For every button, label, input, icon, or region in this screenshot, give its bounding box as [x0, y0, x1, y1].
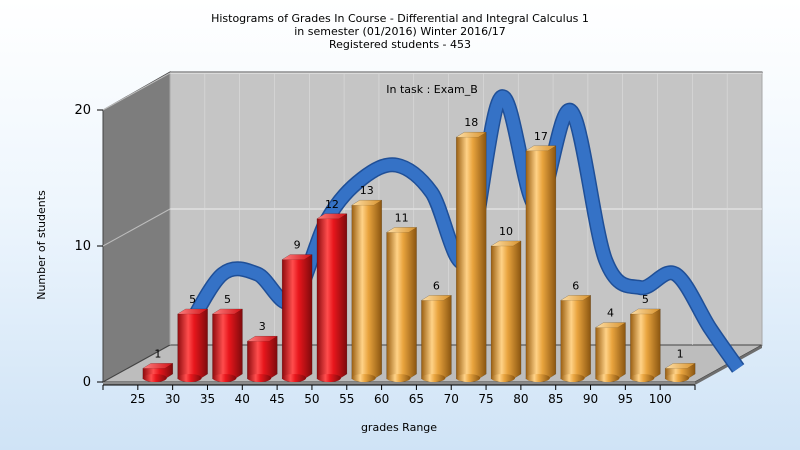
bar-40: [246, 335, 279, 382]
value-label: 9: [294, 239, 301, 252]
y-tick-label: 20: [74, 103, 91, 118]
bar-85: [559, 295, 592, 382]
chart-title-line-1: Histograms of Grades In Course - Differe…: [211, 12, 589, 25]
y-axis-title: Number of students: [35, 190, 48, 300]
x-axis: 25 30 35 40 45 50 55 60 65 70 75 80 85 90 95 100: [102, 384, 696, 406]
value-label: 5: [642, 293, 649, 306]
bar-90: [594, 322, 627, 382]
value-label: 1: [677, 347, 684, 360]
y-axis: 0 10 20: [74, 103, 103, 390]
value-label: 18: [464, 116, 478, 129]
bar-30: [176, 308, 209, 382]
chart-titles: Histograms of Grades In Course - Differe…: [211, 12, 589, 51]
x-tick-label: 65: [409, 392, 424, 406]
bar-70: [455, 131, 488, 382]
x-tick-label: 60: [374, 392, 389, 406]
bar-65: [420, 295, 453, 382]
bar-55: [350, 199, 383, 382]
value-label: 4: [607, 307, 614, 320]
value-label: 5: [189, 293, 196, 306]
value-label: 6: [572, 279, 579, 292]
value-label: 1: [154, 347, 161, 360]
bars: [141, 131, 697, 382]
bar-45: [281, 254, 313, 382]
x-tick-label: 55: [339, 392, 354, 406]
value-label: 3: [259, 320, 266, 333]
x-tick-label: 100: [649, 392, 672, 406]
value-label: 11: [395, 211, 409, 224]
bar-80: [525, 145, 557, 382]
x-tick-label: 25: [130, 392, 145, 406]
x-tick-label: 85: [548, 392, 563, 406]
y-tick-label: 10: [74, 239, 91, 254]
grid-line-wall: [102, 72, 171, 111]
value-label: 5: [224, 293, 231, 306]
x-axis-title: grades Range: [361, 421, 437, 434]
value-label: 13: [360, 184, 374, 197]
x-tick-label: 45: [269, 392, 284, 406]
bar-100: [664, 363, 697, 382]
x-tick-label: 35: [200, 392, 215, 406]
bar-75: [490, 240, 522, 382]
x-tick-label: 40: [235, 392, 250, 406]
in-task-label: In task : Exam_B: [386, 83, 478, 96]
value-labels: 1 5 5 3 9 12 13 11 6 18 10 17 6 4 5 1: [154, 116, 683, 360]
x-tick-label: 95: [618, 392, 633, 406]
chart-title-line-2: in semester (01/2016) Winter 2016/17: [294, 25, 506, 38]
floor-front-edge: [103, 382, 695, 385]
x-tick-label: 70: [444, 392, 459, 406]
value-label: 12: [325, 198, 339, 211]
chart-title-line-3: Registered students - 453: [329, 38, 471, 51]
grid-line-wall: [102, 208, 171, 247]
y-tick-label: 0: [83, 375, 91, 390]
bar-95: [629, 308, 662, 382]
x-tick-label: 90: [583, 392, 598, 406]
x-tick-label: 80: [513, 392, 528, 406]
x-tick-label: 75: [478, 392, 493, 406]
value-label: 6: [433, 279, 440, 292]
value-label: 17: [534, 130, 548, 143]
value-label: 10: [499, 225, 513, 238]
x-tick-label: 30: [165, 392, 180, 406]
bar-60: [385, 227, 418, 382]
bar-25: [141, 363, 174, 382]
x-tick-label: 50: [304, 392, 319, 406]
bar-35: [211, 308, 244, 382]
bar-50: [316, 213, 348, 382]
